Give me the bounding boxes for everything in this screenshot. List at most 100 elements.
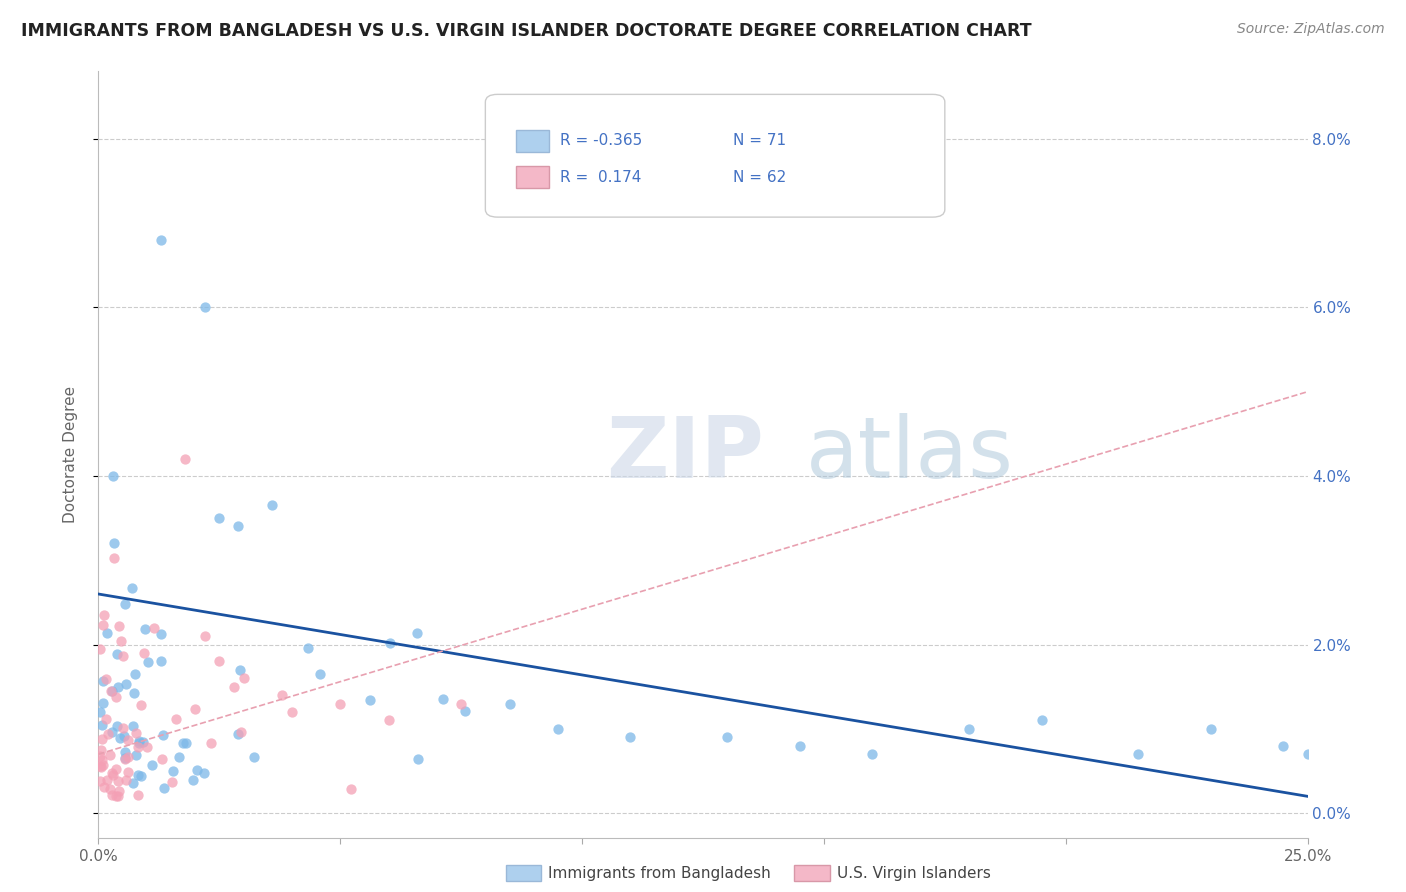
Point [194,629,217,643]
Point [153,780,176,795]
Point [406,752,429,766]
Point [90,743,112,757]
Point [90,752,112,766]
Point [127,768,149,782]
Point [91,673,114,688]
Point [454,704,477,718]
Point [789,739,811,753]
Text: atlas: atlas [806,413,1014,497]
Point [90,760,112,774]
Point [134,646,156,660]
Point [141,758,163,772]
Point [1199,722,1222,736]
Point [107,681,129,695]
Point [103,550,125,565]
Point [94,712,117,726]
Point [125,726,148,740]
Point [1272,739,1295,753]
Point [104,762,127,776]
Point [128,736,150,750]
Point [128,734,150,748]
Point [124,666,146,681]
Point [208,511,231,525]
Point [193,765,215,780]
Point [405,625,427,640]
Point [107,784,129,798]
Point [432,692,454,706]
Point [181,772,204,787]
Point [100,683,122,698]
Text: Immigrants from Bangladesh: Immigrants from Bangladesh [548,866,770,880]
Text: Source: ZipAtlas.com: Source: ZipAtlas.com [1237,22,1385,37]
Point [142,621,165,635]
Point [194,301,217,315]
Point [150,233,173,247]
Point [172,736,194,750]
Point [103,536,125,550]
Point [860,747,883,761]
Point [105,647,128,661]
Point [329,697,352,711]
Point [226,727,249,741]
Point [129,698,152,712]
Point [149,627,172,641]
Text: IMMIGRANTS FROM BANGLADESH VS U.S. VIRGIN ISLANDER DOCTORATE DEGREE CORRELATION : IMMIGRANTS FROM BANGLADESH VS U.S. VIRGI… [21,22,1032,40]
Point [112,721,135,735]
Point [89,748,111,763]
Point [91,696,114,710]
Point [232,671,254,685]
Point [117,749,139,764]
Point [91,618,114,632]
Point [174,736,197,750]
Text: R = -0.365: R = -0.365 [561,133,643,148]
Point [340,781,363,796]
Point [222,680,245,694]
Point [110,634,132,648]
Point [957,722,980,736]
Point [547,722,569,736]
Point [89,705,111,719]
Point [619,731,641,745]
Point [226,518,249,533]
Point [309,667,332,681]
Point [262,499,284,513]
Point [152,729,174,743]
Point [114,751,136,765]
Point [101,768,124,782]
Point [160,774,183,789]
Point [101,788,124,802]
Point [89,774,111,789]
Point [93,780,115,794]
Point [89,641,111,656]
Point [450,697,472,711]
FancyBboxPatch shape [516,130,550,152]
Point [165,712,187,726]
Text: ZIP: ZIP [606,413,763,497]
Point [167,749,190,764]
Point [105,718,128,732]
Point [98,747,121,762]
Point [98,782,121,797]
Point [110,731,132,745]
Point [132,734,155,748]
Point [122,686,145,700]
Point [101,469,124,483]
Point [117,764,139,779]
FancyBboxPatch shape [485,95,945,217]
Point [162,764,184,778]
Point [1031,714,1053,728]
Point [131,769,153,783]
Point [90,731,112,746]
Point [136,655,159,669]
Text: N = 71: N = 71 [734,133,786,148]
Point [136,739,159,754]
Point [97,727,120,741]
Point [112,729,135,743]
Point [114,597,136,611]
Point [91,758,114,772]
Point [127,740,149,755]
Point [96,625,118,640]
Point [1128,747,1150,761]
Point [127,789,149,803]
Point [208,655,231,669]
